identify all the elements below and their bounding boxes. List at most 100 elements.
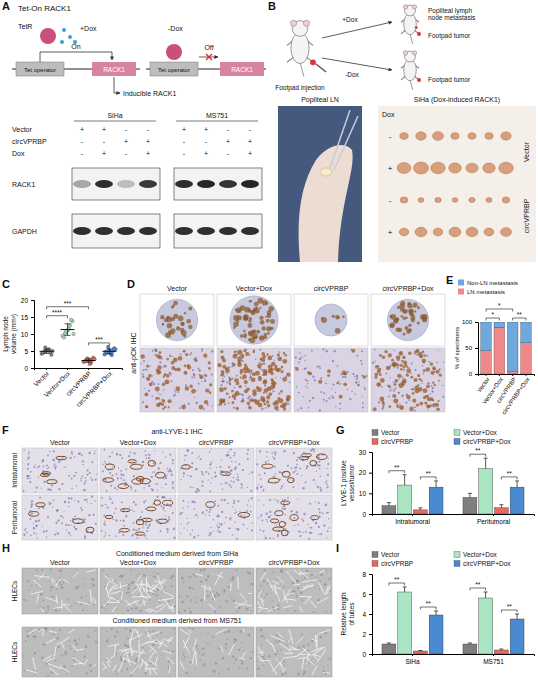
- texture: [165, 515, 166, 516]
- texture: [68, 475, 70, 477]
- texture: [326, 486, 328, 488]
- texture: [223, 400, 225, 402]
- texture: [180, 322, 184, 326]
- texture: [166, 358, 169, 361]
- texture: [63, 511, 64, 512]
- texture: [205, 375, 208, 378]
- tube-image: [22, 568, 98, 614]
- texture: [236, 382, 239, 385]
- treatment-sign: -: [205, 138, 208, 145]
- texture: [58, 488, 60, 490]
- texture: [265, 513, 267, 515]
- texture: [78, 453, 80, 455]
- texture: [120, 477, 122, 479]
- treatment-sign: -: [389, 132, 392, 141]
- texture: [217, 514, 218, 515]
- texture: [173, 537, 175, 539]
- texture: [342, 370, 347, 375]
- texture: [191, 466, 193, 468]
- treatment-sign: -: [249, 126, 252, 133]
- texture: [427, 397, 431, 401]
- texture: [269, 537, 271, 539]
- texture: [273, 537, 274, 538]
- panel-letter: E: [446, 274, 453, 286]
- texture: [116, 608, 117, 609]
- ihc-image: [217, 348, 291, 412]
- texture: [75, 472, 77, 474]
- texture: [164, 510, 165, 511]
- texture: [261, 515, 262, 516]
- texture: [257, 364, 262, 369]
- texture: [316, 471, 317, 472]
- texture: [185, 353, 188, 356]
- texture: [166, 528, 168, 530]
- photo-background: [378, 106, 536, 262]
- texture: [364, 388, 366, 390]
- texture: [153, 383, 155, 385]
- texture: [423, 396, 426, 399]
- texture: [415, 369, 417, 371]
- texture: [148, 454, 150, 456]
- texture: [234, 351, 236, 353]
- texture: [402, 379, 407, 384]
- texture: [163, 507, 165, 509]
- texture: [237, 315, 242, 320]
- texture: [269, 517, 270, 518]
- texture: [86, 499, 87, 500]
- texture: [219, 531, 221, 533]
- texture: [191, 462, 193, 464]
- texture: [57, 519, 59, 521]
- texture: [342, 316, 345, 319]
- texture: [439, 368, 441, 370]
- texture: [403, 309, 405, 311]
- texture: [223, 500, 224, 501]
- texture: [398, 392, 400, 394]
- texture: [306, 468, 308, 470]
- vessel: [120, 509, 130, 512]
- texture: [38, 520, 40, 522]
- texture: [314, 379, 316, 381]
- texture: [428, 361, 430, 363]
- blot-band: [139, 180, 157, 188]
- texture: [250, 490, 252, 492]
- vessel: [29, 512, 39, 517]
- texture: [194, 397, 195, 398]
- texture: [226, 381, 228, 383]
- texture: [54, 463, 56, 465]
- texture: [249, 506, 250, 507]
- texture: [217, 363, 221, 367]
- texture: [259, 529, 261, 531]
- texture: [184, 404, 185, 405]
- texture: [323, 524, 325, 526]
- texture: [294, 525, 296, 527]
- texture: [174, 394, 176, 396]
- texture: [205, 579, 207, 581]
- texture: [295, 467, 297, 469]
- texture: [119, 454, 121, 456]
- texture: [151, 489, 153, 491]
- lymph-node-photo: [484, 228, 494, 236]
- texture: [163, 389, 165, 391]
- ihc-image: [371, 348, 445, 412]
- texture: [110, 485, 112, 487]
- texture: [203, 354, 207, 358]
- texture: [386, 366, 391, 371]
- texture: [71, 453, 73, 455]
- texture: [222, 378, 224, 380]
- texture: [267, 404, 271, 408]
- texture: [153, 462, 155, 464]
- texture: [320, 489, 322, 491]
- texture: [265, 316, 267, 318]
- texture: [120, 470, 122, 472]
- texture: [207, 404, 209, 406]
- texture: [144, 450, 146, 452]
- texture: [374, 376, 377, 379]
- texture: [148, 485, 150, 487]
- vessel: [105, 515, 113, 518]
- texture: [149, 366, 150, 367]
- texture: [241, 483, 243, 485]
- ihc-image: [100, 495, 176, 540]
- texture: [225, 473, 227, 475]
- row-label: Peritumoral: [11, 500, 18, 534]
- texture: [258, 376, 262, 380]
